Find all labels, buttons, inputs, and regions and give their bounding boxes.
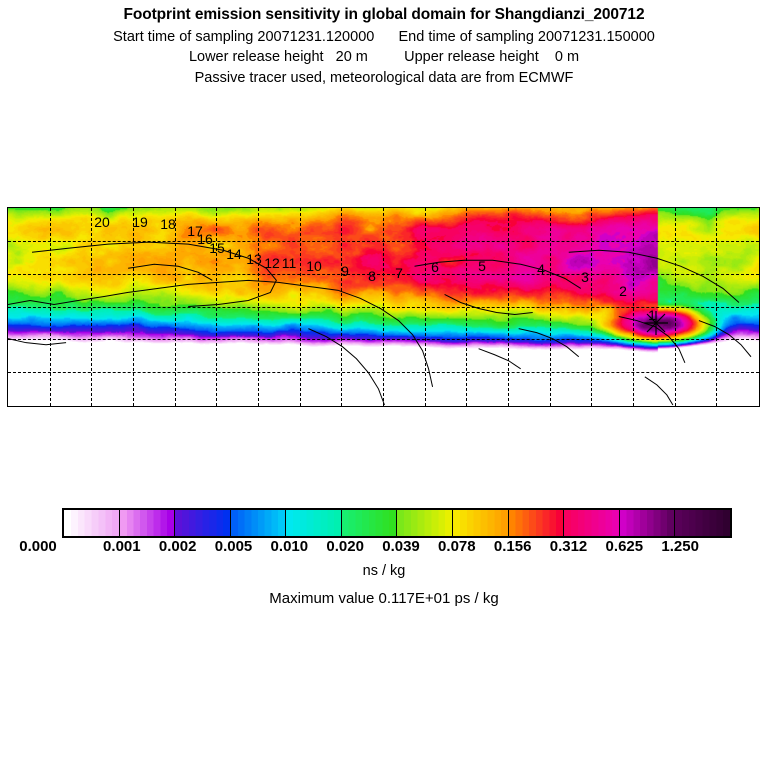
colorbar-tick-2: 0.002 [158,538,197,555]
colorbar-tick-10: 0.625 [605,538,644,555]
colorbar-tick-9: 0.312 [549,538,588,555]
coastline-path [338,290,432,386]
trajectory-hour-label-2: 2 [619,283,627,299]
colorbar-segment-9 [564,510,620,536]
colorbar-unit-label: ns / kg [362,563,406,579]
trajectory-hour-label-11: 11 [281,255,297,271]
trajectory-hour-label-16: 16 [197,231,213,247]
colorbar-segment-3 [230,510,287,536]
trajectory-hour-label-10: 10 [306,258,322,274]
colorbar-segment-10 [619,510,676,536]
coastline-path [479,349,521,369]
coastline-path [645,377,673,405]
trajectory-hour-label-20: 20 [94,214,110,230]
gridline-parallel [8,372,759,374]
colorbar-gradient [62,508,732,538]
colorbar-tick-7: 0.078 [438,538,476,555]
colorbar-segment-6 [397,510,454,536]
release-height-line: Lower release height 20 m Upper release … [188,49,580,65]
trajectory-hour-label-4: 4 [537,261,545,277]
colorbar-tick-labels: 0.000 0.001 0.002 0.005 0.010 0.020 0.039 0.078… [0,538,768,558]
colorbar-segment-8 [508,510,565,536]
trajectory-hour-label-14: 14 [226,246,242,262]
gridline-parallel [8,273,759,275]
trajectory-hour-label-6: 6 [431,259,439,275]
release-site-star-icon [644,311,668,335]
colorbar-tick-8: 0.156 [493,538,532,555]
trajectory-hour-label-17: 17 [187,223,203,239]
trajectory-hour-label-7: 7 [395,265,403,281]
trajectory-hour-label-5: 5 [478,258,486,274]
maximum-value-label: Maximum value 0.117E+01 ps / kg [269,590,499,607]
trajectory-label-layer: 1 2 3 4 5 6 7 8 9 10 11 12 13 14 15 16 17 18 19 20 [8,208,759,406]
graticule-layer [8,208,759,406]
gridline-parallel [8,240,759,242]
trajectory-hour-label-8: 8 [368,268,376,284]
coastline-path [308,329,384,405]
colorbar-segment-7 [453,510,509,536]
colorbar-tick-11: 1.250 [661,538,699,555]
colorbar-tick-5: 0.020 [326,538,364,555]
gridline-parallel [8,339,759,341]
trajectory-hour-label-15: 15 [209,240,225,256]
trajectory-hour-label-9: 9 [341,263,349,279]
page-title: Footprint emission sensitivity in global… [123,6,645,23]
plot-header: Footprint emission sensitivity in global… [0,0,768,86]
coastline-path [8,280,338,304]
coastline-path [445,294,533,314]
trajectory-hour-label-12: 12 [264,255,280,271]
colorbar-segment-5 [341,510,398,536]
colorbar-segment-0 [64,510,120,536]
coastline-path [32,242,276,306]
trajectory-hour-label-19: 19 [132,214,148,230]
tracer-meteo-line: Passive tracer used, meteorological data… [194,69,574,86]
colorbar-segment-11 [675,510,730,536]
trajectory-hour-label-18: 18 [160,216,176,232]
footprint-map[interactable]: 1 2 3 4 5 6 7 8 9 10 11 12 13 14 15 16 17 18 19 20 [7,207,760,407]
sampling-time-line: Start time of sampling 20071231.120000 E… [113,28,655,45]
coastline-path [519,329,579,357]
colorbar-tick-0: 0.000 [19,538,57,555]
coastline-path [699,321,751,357]
trajectory-hour-label-1: 1 [648,307,656,323]
colorbar-segment-4 [286,510,342,536]
trajectory-hour-label-3: 3 [581,269,589,285]
colorbar-segment-1 [119,510,176,536]
colorbar-tick-3: 0.005 [214,538,253,555]
colorbar-tick-4: 0.010 [270,538,309,555]
coastline-path [128,264,212,280]
coastline-path [569,250,739,302]
colorbar-tick-1: 0.001 [103,538,141,555]
gridline-parallel [8,306,759,308]
coastline-path [8,339,66,345]
coastline-path [415,260,581,288]
colorbar-segment-2 [175,510,231,536]
trajectory-hour-label-13: 13 [246,251,262,267]
colorbar[interactable] [62,508,732,538]
colorbar-tick-6: 0.039 [382,538,420,555]
